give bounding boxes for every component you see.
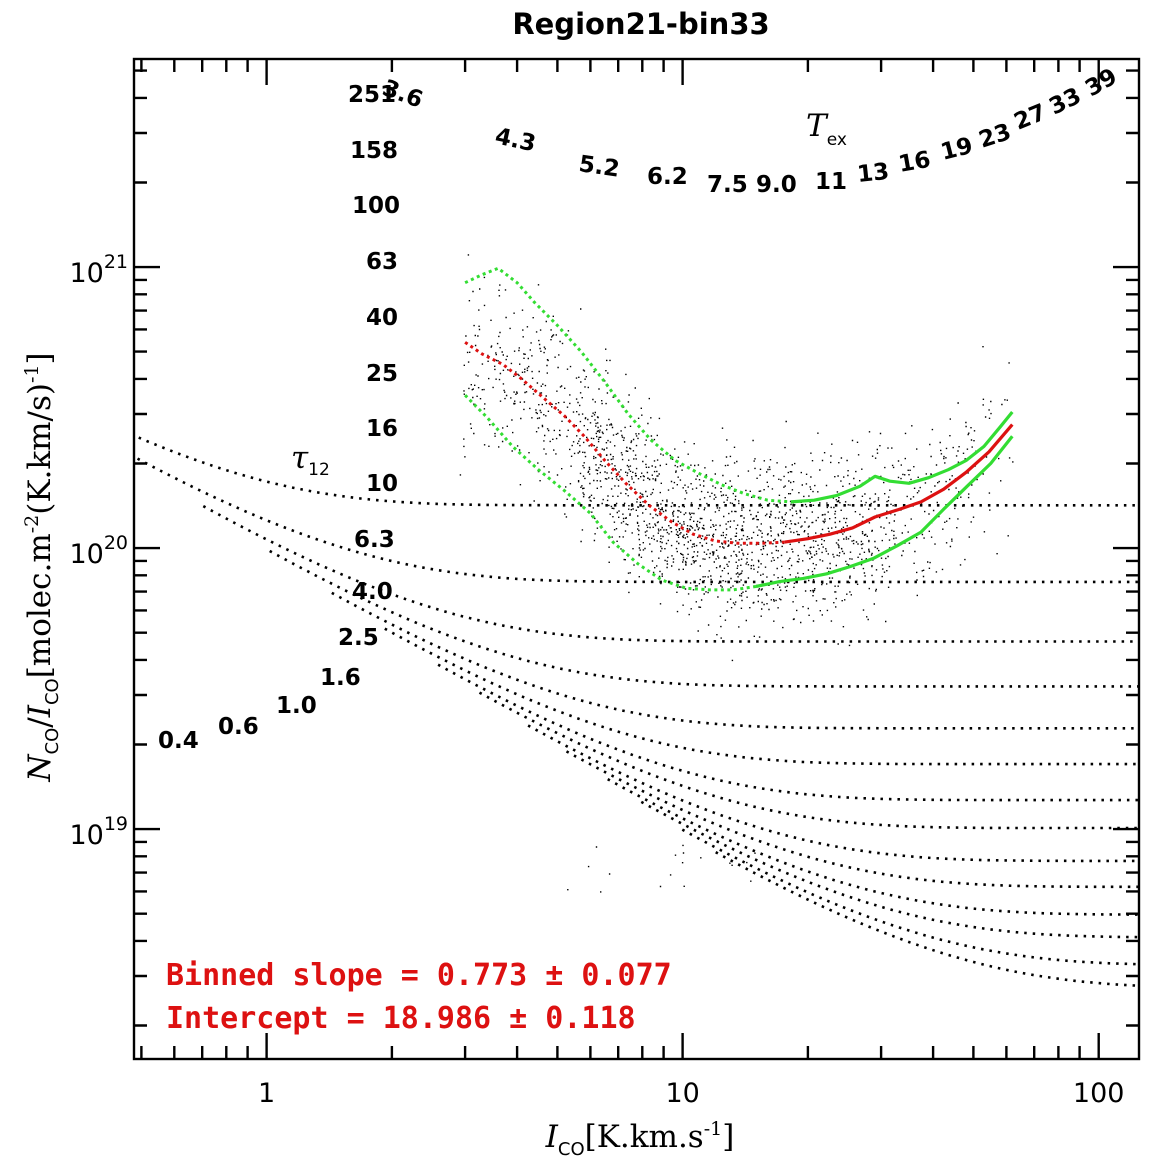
tau-label-6.3: 6.3 (354, 527, 395, 553)
tau-label-0.4: 0.4 (158, 728, 199, 754)
tex-curve-4.3 (134, 455, 1139, 584)
tex-curve-23 (607, 778, 1139, 916)
axes: 1 10 100 1019 1020 1021 (69, 57, 1141, 1109)
data-series (464, 266, 1014, 592)
tex-curve-6.2 (269, 549, 1139, 688)
y-axis-label: NCO/ICO[molec.m-2(K.km/s)-1] (21, 352, 63, 782)
scatter-points (459, 254, 1014, 893)
tau-label-1.6: 1.6 (320, 665, 361, 691)
tau-label-63: 63 (366, 249, 398, 275)
tex-label-13: 13 (856, 159, 891, 188)
series-upper-envelope-solid (790, 410, 1014, 504)
y-tick-label-19: 1019 (69, 813, 128, 851)
tau-label-0.6: 0.6 (218, 714, 259, 740)
tex-curve-27 (640, 800, 1139, 939)
tau-label: τ12 (291, 440, 330, 480)
tex-curve-16 (527, 724, 1139, 863)
tex-label: Tex (806, 108, 847, 150)
grid-labels: 0.4 0.6 1.01.6 2.5 4.0 6.3 10 16 25 40 63 100 158 251… (158, 64, 1122, 754)
chart-title: Region21-bin33 (512, 7, 769, 41)
tau-label-2.5: 2.5 (338, 625, 379, 651)
binned-slope-text: Binned slope = 0.773 ± 0.077 (166, 958, 672, 993)
tau-label-158: 158 (350, 138, 398, 164)
tex-curve-5.2 (202, 504, 1139, 643)
tex-label-5.2: 5.2 (577, 151, 621, 182)
model-grid (134, 434, 1139, 987)
tau-label-16: 16 (366, 416, 398, 442)
y-tick-label-21: 1021 (69, 251, 128, 289)
tex-label-9.0: 9.0 (756, 172, 797, 198)
series-lower-envelope-dotted (464, 394, 757, 592)
x-tick-label-10: 10 (665, 1078, 699, 1109)
tau-label-25: 25 (366, 361, 398, 387)
tex-curve-3.6 (134, 434, 1139, 507)
tau-label-40: 40 (366, 305, 398, 331)
tau-label-10: 10 (366, 471, 398, 497)
tex-label-11: 11 (815, 169, 847, 195)
tex-label-6.2: 6.2 (647, 164, 688, 190)
x-axis-label: ICO[K.km.s-1] (545, 1118, 735, 1160)
tex-curve-39 (715, 851, 1139, 987)
x-tick-label-100: 100 (1073, 1078, 1125, 1109)
tau-label-100: 100 (352, 193, 400, 219)
tex-curve-9.0 (384, 627, 1139, 766)
series-upper-envelope-dotted (464, 266, 791, 504)
tex-curve-13 (478, 691, 1139, 830)
plot-frame (132, 57, 1141, 1061)
scatter-cloud (459, 254, 1014, 893)
tex-label-16: 16 (897, 147, 933, 178)
y-tick-label-20: 1020 (69, 532, 128, 570)
axis-ticks (134, 59, 1139, 1059)
series-binned-median-solid (784, 423, 1014, 544)
intercept-text: Intercept = 18.986 ± 0.118 (166, 1001, 636, 1036)
tex-curve-7.5 (331, 591, 1139, 730)
tex-label-7.5: 7.5 (707, 172, 748, 198)
x-tick-label-1: 1 (258, 1078, 275, 1109)
tau-label-1.0: 1.0 (276, 693, 317, 719)
tex-curve-11 (437, 663, 1139, 802)
tex-curve-33 (681, 828, 1139, 966)
series-lower-envelope-solid (755, 435, 1014, 589)
tex-curve-19 (565, 750, 1139, 889)
tau-label-251: 251 (348, 82, 396, 108)
tau-label-4.0: 4.0 (352, 579, 393, 605)
